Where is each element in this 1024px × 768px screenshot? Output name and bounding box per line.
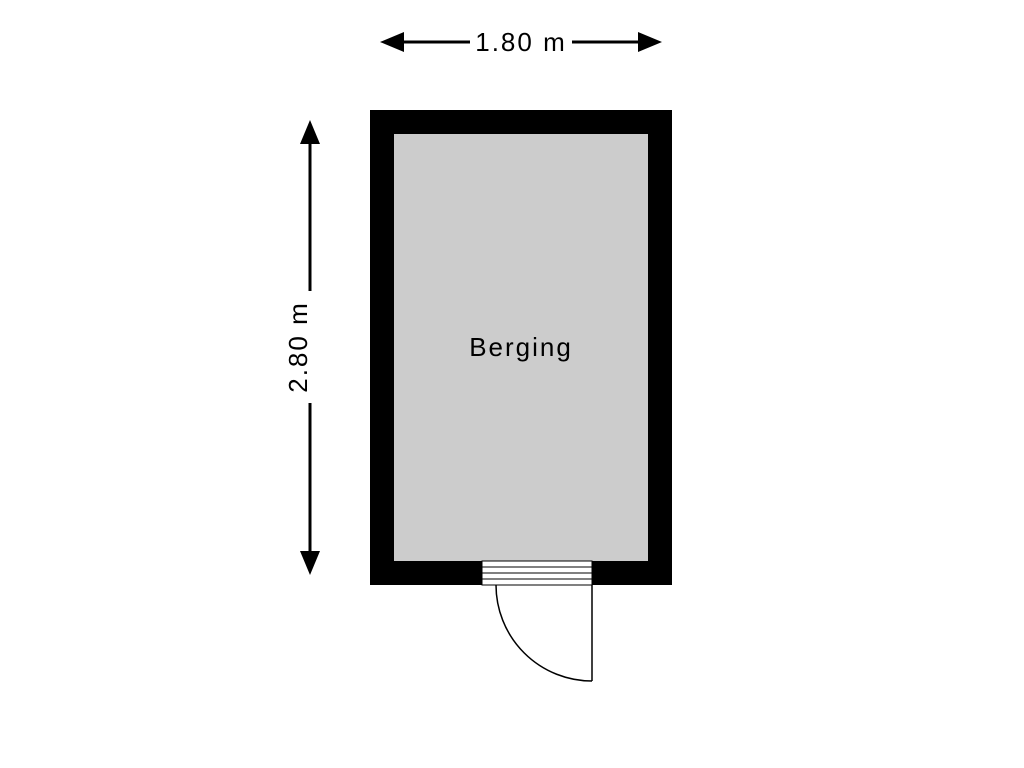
- dimension-width-label: 1.80 m: [475, 27, 567, 57]
- dimension-top: 1.80 m: [380, 24, 662, 60]
- dimension-height-label: 2.80 m: [283, 301, 313, 393]
- floorplan-diagram: 1.80 m 2.80 m Berging: [0, 0, 1024, 768]
- door-swing: [496, 585, 592, 681]
- room-label: Berging: [469, 332, 573, 362]
- dimension-left: 2.80 m: [280, 120, 320, 575]
